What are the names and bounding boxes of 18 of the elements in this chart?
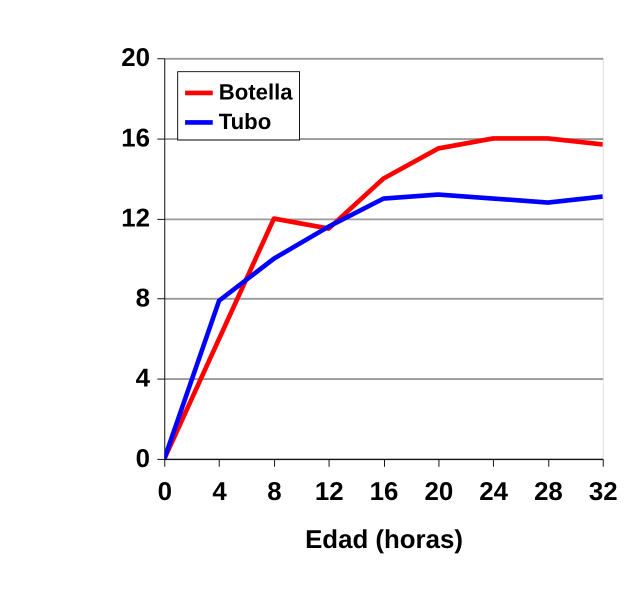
x-tick-label: 0 (158, 478, 172, 506)
x-tick-label: 20 (424, 478, 454, 506)
x-tick-label: 28 (534, 478, 563, 506)
legend-label: Tubo (218, 108, 272, 134)
x-tick-label: 32 (588, 478, 618, 506)
y-tick-label: 20 (121, 44, 150, 72)
y-tick-label: 12 (121, 204, 150, 232)
x-tick-label: 16 (370, 478, 398, 506)
y-tick-label: 0 (136, 444, 150, 473)
x-tick-label: 4 (212, 478, 228, 506)
x-tick-label: 24 (479, 478, 509, 506)
y-tick-label: 16 (121, 124, 150, 152)
x-tick-label: 8 (267, 478, 282, 506)
x-axis-title: Edad (horas) (305, 526, 463, 554)
x-tick-label: 12 (314, 478, 344, 506)
legend-label: Botella (218, 79, 294, 104)
y-tick-label: 8 (136, 284, 150, 313)
y-tick-label: 4 (136, 364, 151, 393)
